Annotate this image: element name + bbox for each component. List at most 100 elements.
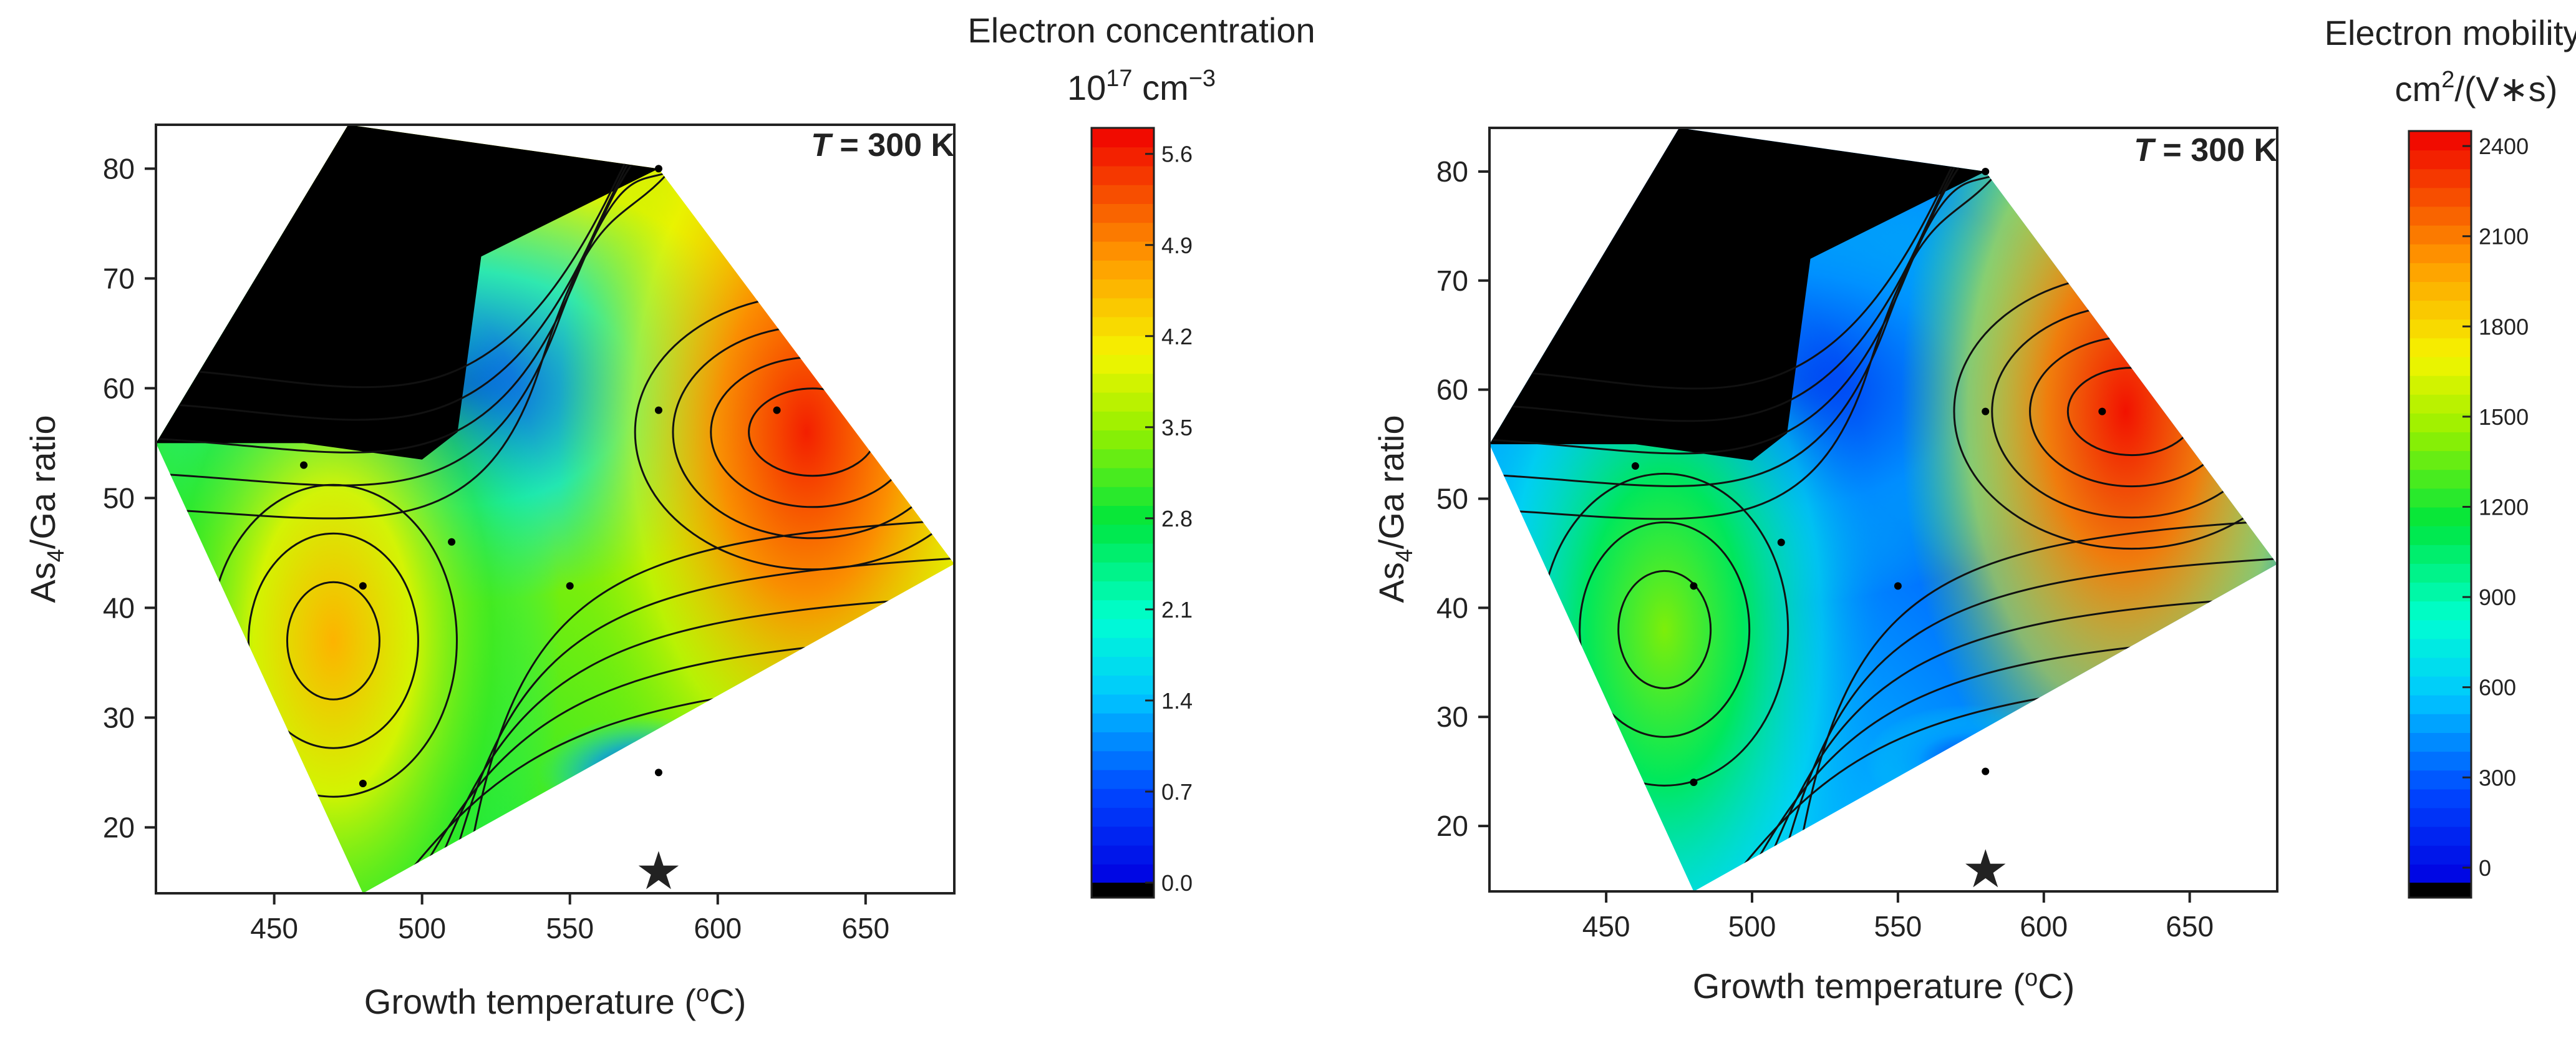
ylabel-main: As <box>1372 562 1411 603</box>
optimal-point-star: ★ <box>1962 840 2009 898</box>
temperature-symbol: T <box>811 127 833 163</box>
contour-left-2 <box>247 532 419 749</box>
cb-units-exp: 2 <box>2441 67 2454 93</box>
colorbar-segment <box>2409 206 2471 226</box>
x-tick-label: 450 <box>1582 910 1630 943</box>
sample-point <box>359 780 367 787</box>
colorbar-segment <box>1092 392 1154 412</box>
colorbar-segment <box>2409 657 2471 677</box>
concentration-plot-frame <box>155 124 956 895</box>
colorbar-segment <box>1092 599 1154 619</box>
mobility-y-axis-label: As4/Ga ratio <box>1372 415 1418 603</box>
colorbar-segment <box>2409 713 2471 733</box>
colorbar-segment <box>1092 184 1154 204</box>
x-tick-label: 650 <box>841 912 889 944</box>
sample-point <box>773 406 781 414</box>
xlabel-sup: o <box>2025 965 2038 991</box>
contour-lower-2 <box>1756 596 2277 891</box>
colorbar-segment <box>2409 845 2471 865</box>
concentration-y-axis-label: As4/Ga ratio <box>23 415 69 603</box>
colorbar-tick-label: 1200 <box>2479 495 2529 520</box>
colorbar-segment <box>1092 222 1154 242</box>
x-tick-label: 550 <box>546 912 594 944</box>
colorbar-segment <box>1092 656 1154 676</box>
unmeasured-region <box>156 125 659 460</box>
x-tick-label: 600 <box>2020 910 2068 943</box>
colorbar-segment <box>2409 751 2471 771</box>
xlabel-main: Growth temperature ( <box>1693 966 2025 1006</box>
colorbar-segment <box>1092 561 1154 581</box>
xlabel-end: C) <box>709 982 746 1021</box>
ylabel-sub: 4 <box>43 549 69 562</box>
mobility-x-axis-label: Growth temperature (oC) <box>1693 965 2075 1006</box>
y-tick-label: 20 <box>1436 810 1468 842</box>
sample-point <box>654 769 662 777</box>
colorbar-segment <box>1092 354 1154 374</box>
colorbar-segment <box>1092 467 1154 487</box>
colorbar-segment <box>2409 412 2471 432</box>
colorbar-segment <box>1092 298 1154 318</box>
colorbar-tick-label: 0.7 <box>1161 779 1193 805</box>
contour-lower-3 <box>1774 558 2277 891</box>
colorbar-segment <box>2409 187 2471 207</box>
colorbar-tick-label: 2.1 <box>1161 597 1193 623</box>
colorbar-segment <box>1092 449 1154 468</box>
mobility-axis-ticks: 450 500 550 600 650 20 30 40 50 60 70 80 <box>1436 155 2214 943</box>
concentration-colorbar-units: 1017 cm−3 <box>1067 65 1216 107</box>
sample-point <box>448 538 456 546</box>
colorbar-segment <box>1092 203 1154 223</box>
colorbar-black-cap <box>2409 883 2471 898</box>
temperature-symbol: T <box>2134 132 2156 168</box>
colorbar-segment <box>1092 486 1154 506</box>
cb-units-base: cm <box>2395 69 2442 109</box>
mobility-colorbar: 0 300 600 900 1200 1500 1800 2100 2400 <box>2408 130 2529 899</box>
colorbar-tick-label: 1.4 <box>1161 688 1193 714</box>
unmeasured-region <box>1489 128 1986 461</box>
colorbar-segment <box>1092 165 1154 185</box>
colorbar-tick-label: 1800 <box>2479 314 2529 339</box>
contour-upper-4 <box>1489 128 2085 390</box>
sample-point <box>566 582 574 590</box>
xlabel-end: C) <box>2038 966 2075 1006</box>
mobility-plot-frame <box>1488 127 2278 893</box>
contour-upper-4 <box>156 125 760 389</box>
temperature-value: = 300 K <box>831 127 954 163</box>
contour-upper-0 <box>156 146 689 520</box>
concentration-colorbar: 0.0 0.7 1.4 2.1 2.8 3.5 4.2 4.9 5.6 <box>1090 127 1193 899</box>
y-tick-label: 30 <box>103 701 135 734</box>
colorbar-tick-label: 4.9 <box>1161 233 1193 258</box>
colorbar-tick-label: 600 <box>2479 675 2516 701</box>
contour-lower-4 <box>1792 519 2277 891</box>
colorbar-segment <box>1092 581 1154 601</box>
colorbar-tick-label: 300 <box>2479 765 2516 790</box>
cb-units-base: 10 <box>1067 68 1106 107</box>
contour-upper-0 <box>1489 149 2016 520</box>
colorbar-segment <box>1092 712 1154 732</box>
heatmap-hotspot <box>558 125 954 893</box>
sample-point <box>359 582 367 590</box>
mobility-temperature-label: T = 300 K <box>2134 132 2277 168</box>
colorbar-segment <box>1092 128 1154 148</box>
mobility-colorbar-title: Electron mobility <box>2325 13 2576 52</box>
contour-upper-1 <box>1489 148 2033 487</box>
concentration-axis-ticks: 450 500 550 600 650 20 30 40 50 60 70 80 <box>103 152 889 944</box>
y-tick-label: 60 <box>103 372 135 404</box>
colorbar-segment <box>2409 375 2471 395</box>
colorbar-segment <box>2409 168 2471 188</box>
colorbar-segment <box>2409 488 2471 508</box>
contour-upper-3 <box>1489 128 2068 422</box>
y-tick-label: 30 <box>1436 701 1468 733</box>
colorbar-segment <box>1092 316 1154 336</box>
colorbar-segment <box>2409 450 2471 470</box>
colorbar-segment <box>2409 863 2471 883</box>
x-tick-label: 650 <box>2166 910 2214 943</box>
temperature-value: = 300 K <box>2154 132 2277 168</box>
colorbar-tick-label: 900 <box>2479 584 2516 610</box>
colorbar-tick-label: 1500 <box>2479 404 2529 430</box>
colorbar-segment <box>2409 732 2471 752</box>
cb-units-unit-exp: −3 <box>1189 65 1216 92</box>
colorbar-segment <box>1092 769 1154 789</box>
x-tick-label: 500 <box>1728 910 1776 943</box>
colorbar-segment <box>2409 638 2471 658</box>
sample-point <box>1631 462 1639 470</box>
